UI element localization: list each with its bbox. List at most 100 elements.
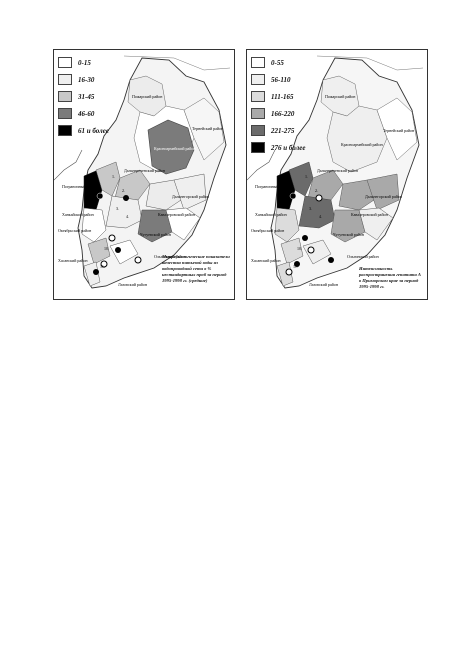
city-number: 4.: [126, 214, 129, 219]
region-krasnoarmeysky-shape: [326, 105, 388, 173]
city-number: 4.: [319, 214, 322, 219]
region-label-olginsky: Ольгинский район: [347, 254, 380, 259]
legend-swatch: [251, 57, 265, 68]
region-label-lazovsky: Лазовский район: [118, 282, 148, 287]
region-khasansky-shape: [276, 261, 294, 287]
city-marker: [294, 261, 300, 267]
legend-item: 16-30: [58, 71, 109, 88]
city-marker: [328, 257, 334, 263]
city-marker: [307, 246, 315, 254]
region-label-chuguevsky: Чугуевский район: [333, 232, 365, 237]
region-chuguevsky-shape: [165, 207, 201, 241]
legend-item: 56-110: [251, 71, 305, 88]
city-marker: [96, 192, 104, 200]
hepatitis-a-map: 1. 2. 3. 4. 10. 11. Пожарский район Крас…: [246, 49, 428, 300]
region-label-kavalerovsky: Кавалеровский район: [158, 212, 196, 217]
legend-item: 46-60: [58, 105, 109, 122]
region-label-krasnoarmeysky: Красноармейский район: [341, 142, 383, 147]
city-number: 2.: [315, 188, 318, 193]
city-number: 11.: [293, 264, 298, 269]
city-number: 3.: [309, 206, 312, 211]
region-label-pogranichny: Пограничный район: [62, 184, 97, 189]
water-quality-map-figure: 1. 2. 3. 4. 10. 11. Пожарский район Крас…: [54, 55, 231, 289]
region-khankaysky-shape: [288, 161, 314, 197]
city-marker: [100, 260, 108, 268]
legend-label: 31-45: [78, 92, 95, 101]
city-number: 1.: [305, 174, 308, 179]
city-marker: [315, 194, 323, 202]
region-label-kavalerovsky: Кавалеровский район: [351, 212, 389, 217]
hepatitis-a-map-figure: 1. 2. 3. 4. 10. 11. Пожарский район Крас…: [247, 55, 424, 289]
legend-swatch: [251, 142, 265, 153]
region-terneisky-shape: [183, 97, 225, 161]
region-kavalerovsky-shape: [173, 173, 207, 211]
region-khasansky-shape: [83, 261, 101, 287]
region-label-pozharsky: Пожарский район: [325, 94, 356, 99]
region-oktyabrsky-shape: [274, 207, 300, 243]
region-krasnoarmeysky-fill: [147, 119, 195, 175]
region-label-khasansky: Хасанский район: [58, 258, 88, 263]
legend-label: 276 и более: [271, 143, 306, 152]
region-label-chuguevsky: Чугуевский район: [140, 232, 172, 237]
legend-item: 111-165: [251, 88, 305, 105]
map-legend: 0-15 16-30 31-45 46-60 61 и более: [58, 54, 109, 139]
legend-swatch: [58, 74, 72, 85]
legend-swatch: [251, 108, 265, 119]
region-mikhailovsky-shape: [105, 195, 143, 229]
city-number: 3.: [116, 206, 119, 211]
region-shkotovsky-shape: [109, 239, 139, 265]
legend-label: 46-60: [78, 109, 95, 118]
legend-swatch: [251, 91, 265, 102]
region-kavalerovsky-shape: [366, 173, 400, 211]
city-number: 11.: [100, 264, 105, 269]
region-label-terneisky: Тернейский район: [383, 128, 415, 133]
city-marker: [93, 269, 99, 275]
legend-swatch: [251, 125, 265, 136]
map-caption: Интенсивность распространения гепатита А…: [359, 266, 421, 289]
region-khankaysky-shape: [95, 161, 121, 197]
region-pogranichny-shape: [83, 169, 103, 211]
state-border-line: [247, 149, 276, 181]
region-label-khankaysky: Ханкайский район: [255, 212, 288, 217]
region-label-olginsky: Ольгинский район: [154, 254, 187, 259]
state-border-line: [54, 149, 83, 181]
region-label-terneisky: Тернейский район: [192, 126, 224, 131]
region-label-dalnerechensky: Дальнереченский район: [124, 168, 166, 173]
region-chuguevsky-shape: [358, 207, 394, 241]
legend-label: 111-165: [271, 92, 294, 101]
city-marker: [285, 268, 293, 276]
city-marker: [115, 247, 121, 253]
region-shkotovsky-shape: [302, 239, 332, 265]
legend-label: 166-220: [271, 109, 295, 118]
neighbor-border-line: [316, 55, 424, 71]
legend-item: 276 и более: [251, 139, 305, 156]
region-label-oktyabrsky: Октябрьский район: [58, 228, 92, 233]
legend-label: 0-15: [78, 58, 91, 67]
city-marker: [123, 195, 129, 201]
legend-label: 16-30: [78, 75, 95, 84]
legend-label: 0-55: [271, 58, 284, 67]
city-number: 10.: [297, 246, 302, 251]
region-label-krasnoarmeysky: Красноармейский район: [154, 146, 196, 151]
region-label-lazovsky: Лазовский район: [309, 282, 339, 287]
legend-swatch: [58, 108, 72, 119]
region-yakovlevsky-shape: [338, 179, 378, 211]
city-marker: [134, 256, 142, 264]
map-legend: 0-55 56-110 111-165 166-220 221-275 276 …: [251, 54, 305, 156]
region-pogranichny-shape: [276, 169, 296, 211]
city-number: 1.: [112, 174, 115, 179]
city-number: 2.: [122, 188, 125, 193]
region-yakovlevsky-shape: [145, 179, 185, 211]
city-marker: [289, 192, 297, 200]
region-label-dalnegorsky: Дальнегорский район: [172, 194, 210, 199]
legend-swatch: [58, 91, 72, 102]
legend-item: 61 и более: [58, 122, 109, 139]
region-label-dalnerechensky: Дальнереченский район: [317, 168, 359, 173]
region-anuchinsky-shape: [330, 209, 366, 243]
city-marker: [302, 235, 308, 241]
region-anuchinsky-shape: [137, 209, 173, 243]
legend-item: 166-220: [251, 105, 305, 122]
region-nadezhdinsky-shape: [280, 237, 304, 265]
region-terneisky-shape: [376, 97, 418, 161]
region-label-pozharsky: Пожарский район: [132, 94, 163, 99]
